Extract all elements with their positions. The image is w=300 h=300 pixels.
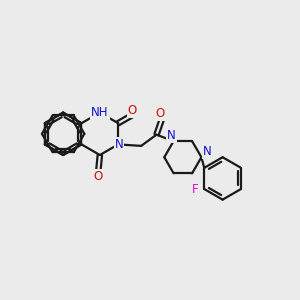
Text: N: N [115, 138, 124, 151]
Text: O: O [156, 107, 165, 120]
Text: O: O [94, 170, 103, 183]
Text: N: N [203, 146, 212, 158]
Text: N: N [167, 129, 176, 142]
Text: F: F [192, 182, 198, 196]
Text: O: O [128, 104, 137, 117]
Text: NH: NH [91, 106, 109, 119]
